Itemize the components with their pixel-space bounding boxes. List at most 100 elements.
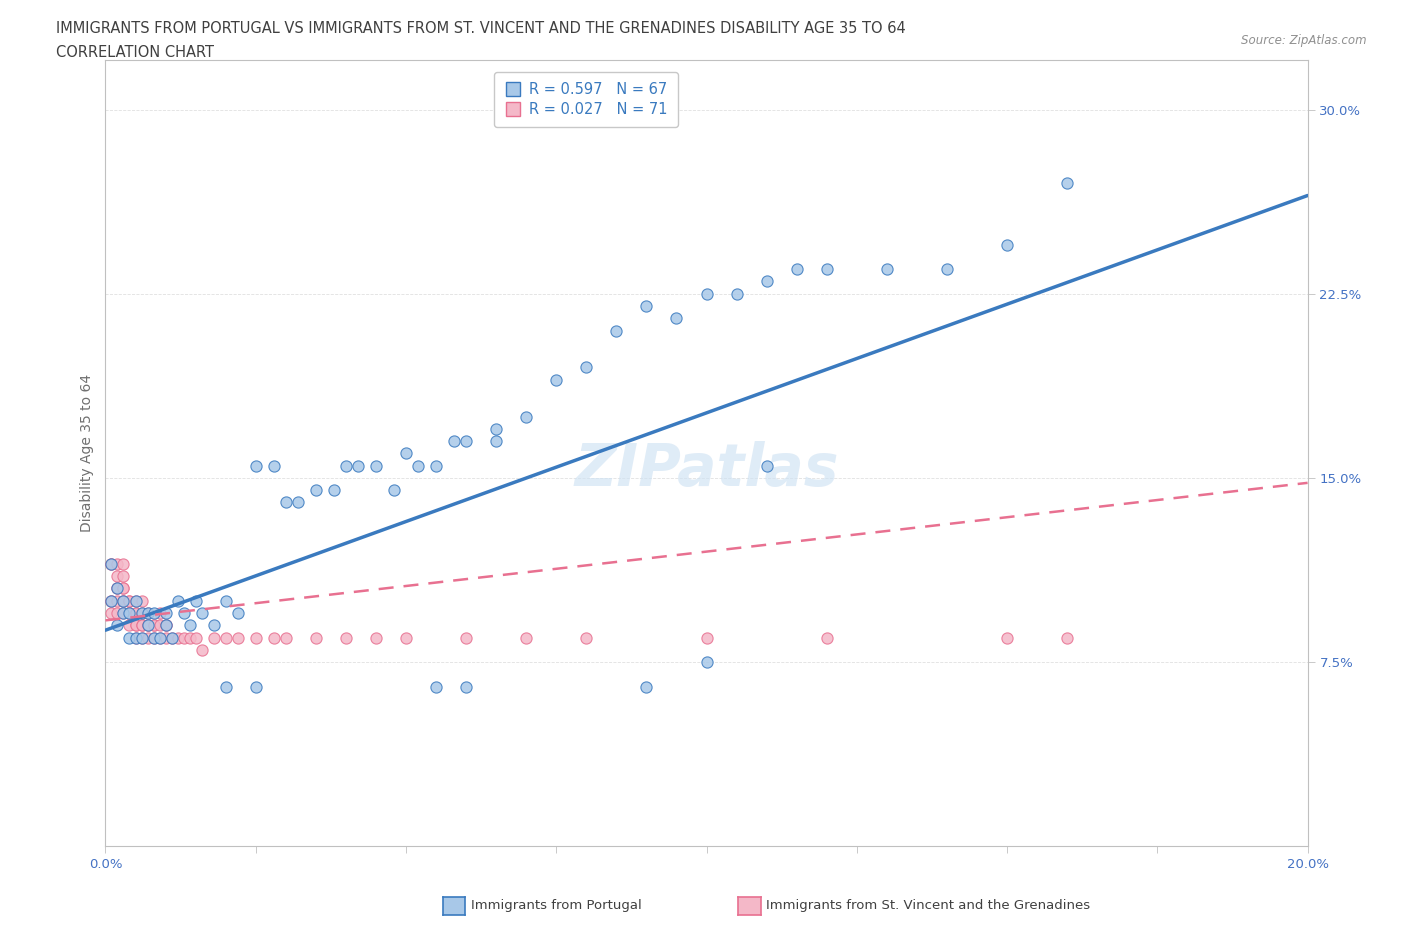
Point xyxy=(136,618,159,632)
Point xyxy=(214,593,236,608)
Point xyxy=(112,605,135,620)
Point xyxy=(100,556,122,571)
Point xyxy=(263,631,285,645)
Point xyxy=(546,372,568,387)
Point xyxy=(124,593,146,608)
Point xyxy=(107,605,129,620)
Point xyxy=(786,261,808,276)
Point xyxy=(202,631,225,645)
Point xyxy=(815,631,838,645)
Point xyxy=(131,618,153,632)
Point xyxy=(112,593,135,608)
Point xyxy=(100,593,122,608)
Text: CORRELATION CHART: CORRELATION CHART xyxy=(56,45,214,60)
Point xyxy=(485,421,508,436)
Point xyxy=(131,605,153,620)
Text: Source: ZipAtlas.com: Source: ZipAtlas.com xyxy=(1241,34,1367,47)
Point xyxy=(166,631,188,645)
Point xyxy=(155,605,177,620)
Point xyxy=(160,631,183,645)
Point xyxy=(575,631,598,645)
Point xyxy=(515,631,537,645)
Point xyxy=(395,631,418,645)
Text: Immigrants from Portugal: Immigrants from Portugal xyxy=(471,899,641,912)
Point xyxy=(118,618,141,632)
Point xyxy=(100,605,122,620)
Point xyxy=(454,631,477,645)
Point xyxy=(124,605,146,620)
Point xyxy=(454,679,477,694)
Point xyxy=(107,581,129,596)
Point xyxy=(148,631,170,645)
Point xyxy=(124,593,146,608)
Point xyxy=(347,458,370,473)
Point xyxy=(382,483,405,498)
Point xyxy=(605,323,627,338)
Point xyxy=(190,643,212,658)
Point xyxy=(322,483,344,498)
Point xyxy=(118,605,141,620)
Point xyxy=(696,655,718,670)
Point xyxy=(226,605,249,620)
Point xyxy=(107,556,129,571)
Point xyxy=(335,631,357,645)
Point xyxy=(443,433,465,448)
Point xyxy=(274,631,297,645)
Point xyxy=(112,569,135,584)
Text: ZIPatlas: ZIPatlas xyxy=(574,441,839,498)
Point xyxy=(995,631,1018,645)
Point xyxy=(485,433,508,448)
Point xyxy=(155,618,177,632)
Point xyxy=(364,631,387,645)
Point xyxy=(425,679,447,694)
Point xyxy=(665,311,688,325)
Point xyxy=(112,593,135,608)
Point xyxy=(107,581,129,596)
Point xyxy=(148,605,170,620)
Point xyxy=(112,581,135,596)
Point xyxy=(112,605,135,620)
Point xyxy=(100,593,122,608)
Point xyxy=(142,618,165,632)
Point xyxy=(454,433,477,448)
Point xyxy=(395,446,418,461)
Point xyxy=(107,593,129,608)
Point xyxy=(287,495,309,510)
Point xyxy=(173,631,195,645)
Point xyxy=(245,679,267,694)
Point xyxy=(245,631,267,645)
Point xyxy=(118,605,141,620)
Point xyxy=(142,618,165,632)
Point xyxy=(1056,176,1078,191)
Point xyxy=(173,605,195,620)
Point xyxy=(305,631,328,645)
Text: Immigrants from St. Vincent and the Grenadines: Immigrants from St. Vincent and the Gren… xyxy=(766,899,1091,912)
Point xyxy=(696,631,718,645)
Point xyxy=(184,631,207,645)
Point xyxy=(636,299,658,313)
Point xyxy=(179,618,201,632)
Point xyxy=(876,261,898,276)
Point xyxy=(406,458,429,473)
Point xyxy=(155,618,177,632)
Point xyxy=(124,631,146,645)
Point xyxy=(226,631,249,645)
Point xyxy=(148,631,170,645)
Point xyxy=(112,593,135,608)
Point xyxy=(100,593,122,608)
Point xyxy=(136,605,159,620)
Point xyxy=(335,458,357,473)
Legend: R = 0.597   N = 67, R = 0.027   N = 71: R = 0.597 N = 67, R = 0.027 N = 71 xyxy=(495,72,678,127)
Point xyxy=(118,593,141,608)
Point xyxy=(575,360,598,375)
Point xyxy=(214,631,236,645)
Point xyxy=(136,631,159,645)
Point xyxy=(179,631,201,645)
Point xyxy=(214,679,236,694)
Point xyxy=(131,631,153,645)
Point xyxy=(190,605,212,620)
Point xyxy=(131,593,153,608)
Point xyxy=(124,618,146,632)
Point xyxy=(118,605,141,620)
Point xyxy=(160,631,183,645)
